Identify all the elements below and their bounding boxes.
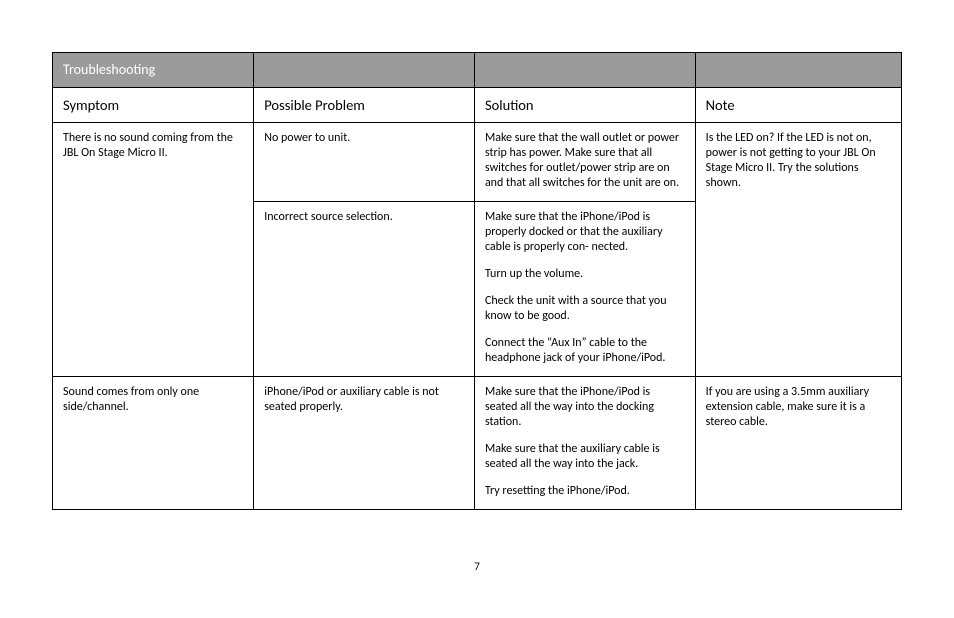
solution-cell: Make sure that the iPhone/iPod is seated… (474, 376, 695, 509)
column-header: Solution (474, 87, 695, 122)
troubleshooting-table: TroubleshootingSymptomPossible ProblemSo… (52, 52, 902, 510)
problem-cell: Incorrect source selection. (254, 201, 475, 376)
solution-paragraph: Make sure that the iPhone/iPod is seated… (485, 385, 685, 430)
solution-paragraph: Make sure that the wall outlet or power … (485, 131, 685, 191)
header-blank-cell (254, 53, 475, 88)
column-header: Note (695, 87, 901, 122)
solution-cell: Make sure that the wall outlet or power … (474, 122, 695, 201)
solution-paragraph: Make sure that the iPhone/iPod is proper… (485, 210, 685, 255)
problem-cell: No power to unit. (254, 122, 475, 201)
solution-paragraph: Turn up the volume. (485, 267, 685, 282)
column-header: Symptom (53, 87, 254, 122)
problem-cell: iPhone/iPod or auxiliary cable is not se… (254, 376, 475, 509)
note-cell: If you are using a 3.5mm auxiliary exten… (695, 376, 901, 509)
solution-paragraph: Make sure that the auxiliary cable is se… (485, 442, 685, 472)
solution-paragraph: Connect the “Aux In” cable to the headph… (485, 336, 685, 366)
symptom-cell: There is no sound coming from the JBL On… (53, 122, 254, 376)
solution-paragraph: Try resetting the iPhone/iPod. (485, 484, 685, 499)
header-blank-cell (695, 53, 901, 88)
header-blank-cell (474, 53, 695, 88)
page-number: 7 (0, 560, 954, 573)
symptom-cell: Sound comes from only one side/channel. (53, 376, 254, 509)
section-title-cell: Troubleshooting (53, 53, 254, 88)
column-header: Possible Problem (254, 87, 475, 122)
solution-cell: Make sure that the iPhone/iPod is proper… (474, 201, 695, 376)
solution-paragraph: Check the unit with a source that you kn… (485, 294, 685, 324)
note-cell: Is the LED on? If the LED is not on, pow… (695, 122, 901, 376)
